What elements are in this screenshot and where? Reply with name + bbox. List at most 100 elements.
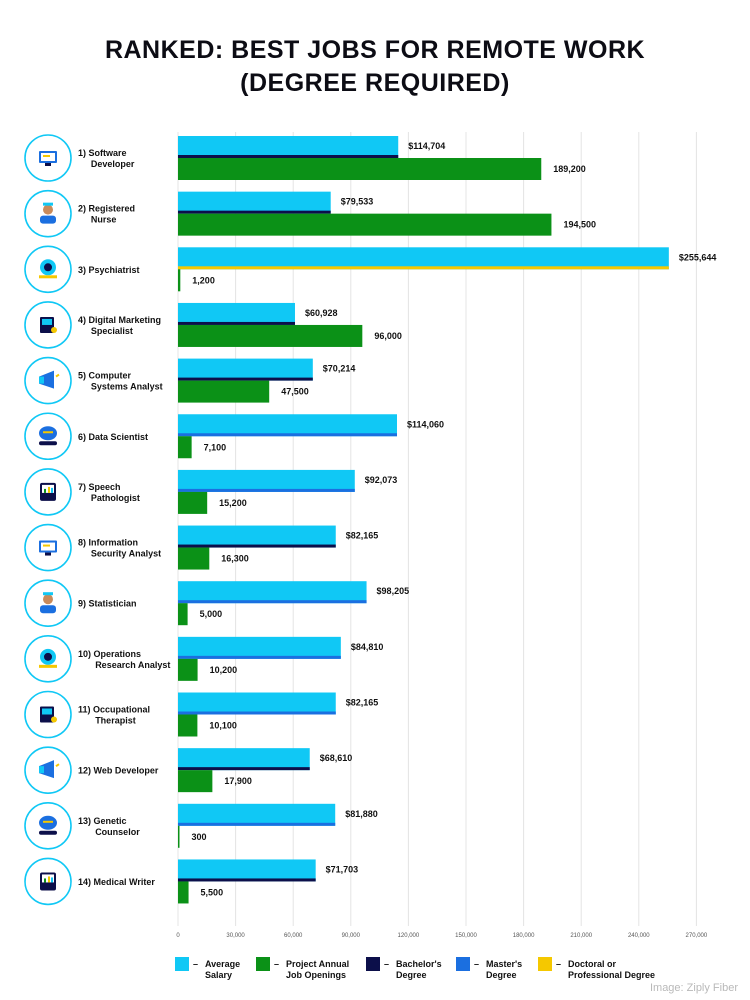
x-tick-label: 60,000: [284, 933, 303, 939]
legend-label: Doctoral or: [568, 959, 617, 969]
digital-marketing-icon: [24, 301, 72, 349]
category-label: 1) Software: [78, 148, 127, 158]
icon-shape: [44, 652, 52, 661]
security-analyst-icon: [24, 523, 72, 572]
registered-nurse-icon: [24, 189, 72, 238]
icon-shape: [43, 431, 53, 434]
category-label: 3) Psychiatrist: [78, 265, 140, 275]
x-tick-label: 0: [176, 933, 180, 939]
openings-value-label: 10,100: [209, 721, 237, 731]
x-tick-label: 120,000: [398, 933, 420, 939]
legend-label: Bachelor's: [396, 959, 442, 969]
icon-shape: [39, 830, 57, 835]
salary-bar: [178, 748, 310, 771]
icon-shape: [48, 876, 50, 883]
legend-dash: –: [274, 959, 279, 969]
category-label: 8) Information: [78, 538, 138, 548]
salary-bar: [178, 692, 336, 715]
openings-value-label: 1,200: [192, 275, 215, 285]
openings-bar: [178, 603, 188, 626]
salary-value-label: $60,928: [305, 308, 338, 318]
salary-bar: [178, 525, 336, 548]
operations-research-icon: [24, 635, 72, 683]
icon-shape: [39, 441, 57, 446]
openings-value-label: 10,200: [210, 665, 238, 675]
openings-bar: [178, 825, 180, 848]
chart-row-3: 3) Psychiatrist $255,644 1,200: [24, 245, 717, 294]
icon-shape: [43, 155, 50, 157]
openings-value-label: 194,500: [563, 220, 596, 230]
openings-bar: [178, 770, 213, 793]
chart-row-6: 6) Data Scientist $114,060 7,100: [24, 412, 444, 461]
category-label: 7) Speech: [78, 482, 121, 492]
icon-shape: [40, 215, 56, 224]
x-tick-label: 90,000: [342, 933, 361, 939]
salary-bar: [178, 247, 669, 270]
image-credit: Image: Ziply Fiber: [649, 982, 738, 994]
openings-value-label: 300: [192, 832, 207, 842]
occupational-therapist-icon: [24, 690, 72, 739]
icon-shape: [43, 592, 53, 596]
category-label: 11) Occupational: [78, 705, 150, 715]
category-label: 14) Medical Writer: [78, 877, 155, 887]
salary-value-label: $255,644: [679, 252, 717, 262]
openings-value-label: 17,900: [224, 776, 252, 786]
openings-value-label: 96,000: [374, 331, 402, 341]
legend-label: Master's: [486, 959, 522, 969]
degree-stripe: [178, 155, 399, 158]
category-label: 13) Genetic: [78, 816, 127, 826]
icon-shape: [45, 552, 51, 556]
web-developer-icon: [24, 746, 72, 794]
degree-stripe: [178, 321, 295, 325]
icon-shape: [43, 820, 53, 823]
x-tick-label: 270,000: [686, 933, 708, 939]
degree-stripe: [178, 488, 355, 492]
salary-value-label: $81,880: [345, 809, 378, 819]
salary-value-label: $68,610: [320, 753, 353, 763]
icon-shape: [51, 487, 53, 493]
icon-shape: [51, 716, 57, 723]
openings-bar: [178, 714, 198, 737]
degree-stripe: [178, 210, 331, 214]
statistician-icon: [24, 579, 72, 628]
salary-bar: [178, 581, 367, 604]
degree-stripe: [178, 377, 313, 381]
openings-bar: [178, 547, 210, 570]
icon-shape: [39, 275, 57, 279]
category-label: 10) Operations: [78, 649, 141, 659]
salary-value-label: $71,703: [326, 864, 359, 874]
legend-swatch: [366, 957, 380, 971]
icon-shape: [44, 263, 52, 272]
salary-value-label: $70,214: [323, 364, 356, 374]
legend-label: Job Openings: [286, 970, 346, 980]
legend-dash: –: [193, 959, 198, 969]
legend-dash: –: [556, 959, 561, 969]
degree-stripe: [178, 878, 316, 882]
legend-label: Degree: [396, 970, 427, 980]
legend-dash: –: [384, 959, 389, 969]
salary-value-label: $114,060: [407, 419, 444, 429]
degree-stripe: [178, 711, 336, 715]
salary-bar: [178, 191, 331, 214]
category-label: Security Analyst: [91, 549, 161, 559]
icon-shape: [42, 708, 52, 715]
software-developer-icon: [24, 134, 72, 182]
speech-pathologist-icon: [24, 468, 72, 516]
degree-stripe: [178, 767, 310, 771]
openings-bar: [178, 658, 198, 681]
icon-shape: [51, 877, 53, 883]
category-label: Pathologist: [91, 493, 140, 503]
degree-stripe: [178, 655, 341, 659]
icon-shape: [39, 370, 54, 389]
category-label: Systems Analyst: [91, 382, 163, 392]
x-tick-label: 210,000: [570, 933, 592, 939]
openings-value-label: 5,000: [200, 609, 223, 619]
